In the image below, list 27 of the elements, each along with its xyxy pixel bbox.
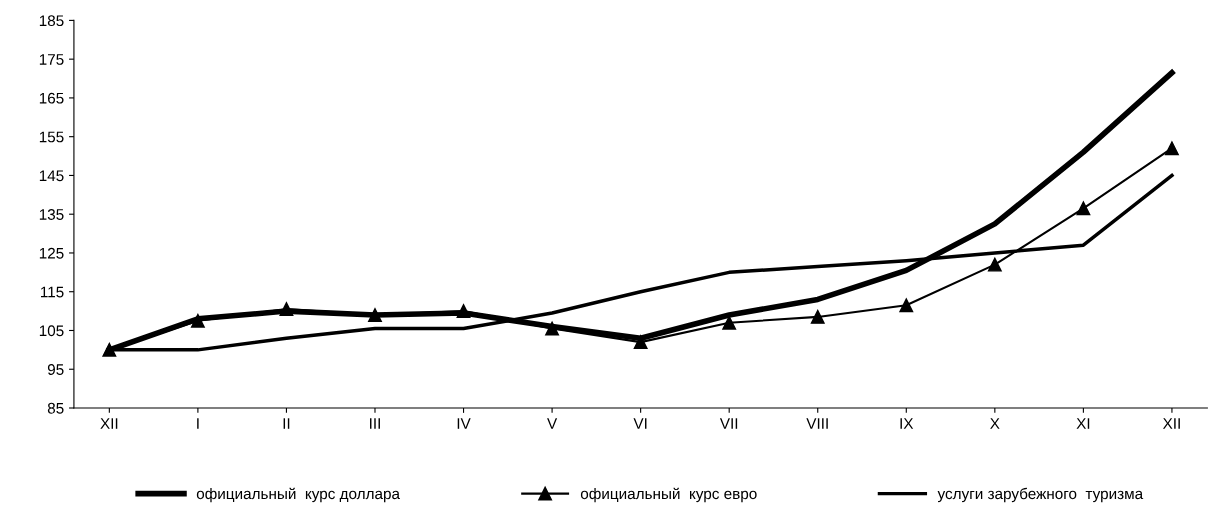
x-tick-label: IV	[457, 418, 471, 429]
x-tick-label: III	[370, 418, 380, 429]
y-tick-label: 135	[39, 209, 64, 220]
y-tick-label: 145	[39, 170, 64, 182]
x-tick-label: VII	[719, 418, 738, 429]
x-tick-label: VI	[633, 418, 647, 429]
legend-label: услуги зарубежного туризма	[937, 487, 1144, 503]
x-tick-label: XI	[1076, 418, 1090, 429]
x-tick-label: XII	[100, 418, 118, 429]
y-tick-label: 185	[39, 15, 64, 27]
y-tick-label: 165	[39, 92, 64, 104]
y-tick-label: 95	[47, 364, 64, 375]
y-tick-label: 125	[39, 247, 64, 259]
y-tick-label: 175	[39, 54, 64, 65]
x-tick-label: IX	[900, 418, 914, 429]
legend-label: официальный курс евро	[580, 487, 757, 503]
x-tick-label: I	[197, 418, 199, 429]
y-tick-label: 105	[39, 325, 64, 337]
legend-label: официальный курс доллара	[196, 487, 400, 503]
x-tick-label: XII	[1162, 418, 1180, 429]
x-tick-label: II	[283, 418, 290, 429]
x-tick-label: V	[547, 418, 558, 429]
y-tick-label: 155	[39, 131, 64, 143]
x-tick-label: VIII	[806, 418, 828, 429]
y-tick-label: 85	[47, 402, 64, 414]
y-tick-label: 115	[41, 286, 64, 298]
x-tick-label: X	[990, 418, 1000, 429]
